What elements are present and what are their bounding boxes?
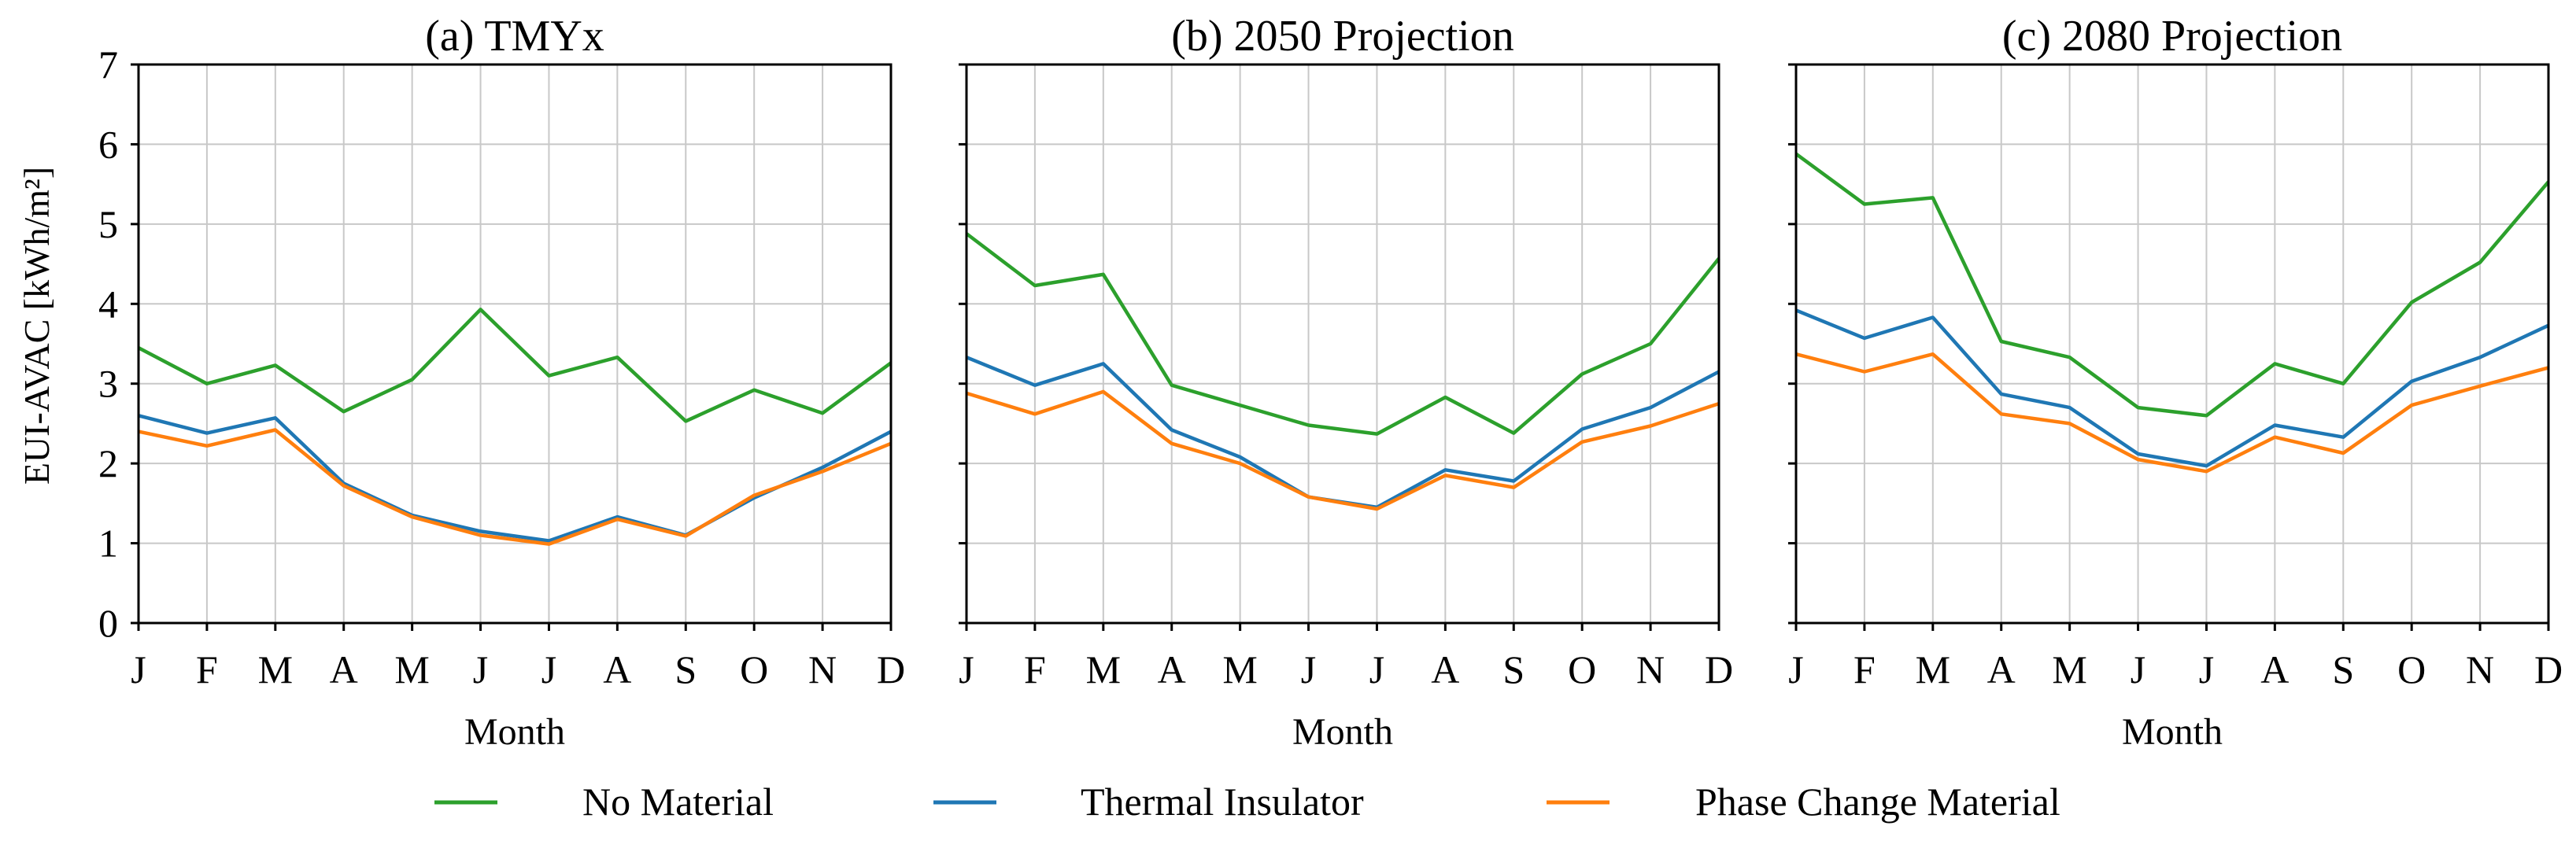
- legend-item-phase-change: Phase Change Material: [1547, 780, 2060, 824]
- series-line-phase-change-material: [1795, 352, 2549, 474]
- y-tick-label: 5: [98, 202, 118, 246]
- x-tick-label: J: [1788, 647, 1803, 691]
- legend-label: No Material: [582, 780, 774, 824]
- plot-frame: [965, 63, 1720, 625]
- x-tick-label: F: [196, 647, 218, 691]
- x-tick-label: D: [1705, 647, 1733, 691]
- x-tick-label: M: [258, 647, 293, 691]
- y-tick-label: 6: [98, 122, 118, 166]
- x-tick-label: O: [740, 647, 768, 691]
- x-tick-label: A: [1431, 647, 1459, 691]
- x-tick-label: A: [1987, 647, 2016, 691]
- x-tick-label: S: [674, 647, 697, 691]
- x-tick-label: M: [2052, 647, 2086, 691]
- series-line-phase-change-material: [966, 389, 1720, 511]
- chart-title: (b) 2050 Projection: [1171, 12, 1513, 61]
- x-tick-label: M: [1222, 647, 1257, 691]
- x-axis-label: Month: [1292, 711, 1393, 753]
- chart-title: (c) 2080 Projection: [2002, 12, 2342, 61]
- legend-item-no-material: No Material: [434, 780, 774, 824]
- x-tick-label: A: [1158, 647, 1186, 691]
- x-tick-label: D: [877, 647, 905, 691]
- x-tick-label: N: [1636, 647, 1665, 691]
- x-tick-label: O: [2397, 647, 2426, 691]
- plot-frame: [137, 63, 893, 625]
- x-tick-label: J: [1369, 647, 1384, 691]
- x-tick-label: M: [1916, 647, 1950, 691]
- legend: No Material Thermal Insulator Phase Change…: [434, 780, 2060, 824]
- grid: [1795, 64, 2549, 624]
- series-line-no-material: [1794, 152, 2550, 418]
- series-line-phase-change-material: [138, 428, 892, 546]
- x-tick-label: S: [1502, 647, 1525, 691]
- x-tick-label: J: [541, 647, 556, 691]
- x-tick-label: N: [2466, 647, 2494, 691]
- y-tick-label: 4: [98, 282, 118, 326]
- chart-title: (a) TMYx: [425, 12, 604, 61]
- x-tick-label: A: [2260, 647, 2289, 691]
- x-tick-label: J: [131, 647, 146, 691]
- y-tick-label: 0: [98, 601, 118, 645]
- x-tick-label: F: [1853, 647, 1876, 691]
- y-tick-label: 2: [98, 441, 118, 485]
- series-line-thermal-insulator: [1795, 308, 2549, 468]
- series-line-no-material: [965, 232, 1720, 436]
- x-tick-label: J: [959, 647, 974, 691]
- x-tick-label: F: [1024, 647, 1046, 691]
- x-tick-label: M: [394, 647, 429, 691]
- grid: [966, 64, 1720, 624]
- x-tick-label: A: [603, 647, 631, 691]
- y-tick-label: 3: [98, 362, 118, 406]
- y-tick-label: 1: [98, 522, 118, 566]
- legend-label: Phase Change Material: [1695, 780, 2060, 824]
- y-axis-label: EUI-AVAC [kWh/m²]: [17, 167, 57, 485]
- x-tick-label: J: [1301, 647, 1316, 691]
- x-axis-label: Month: [464, 711, 565, 753]
- y-tick-label: 7: [98, 42, 118, 87]
- x-tick-label: J: [2131, 647, 2145, 691]
- x-tick-label: A: [330, 647, 358, 691]
- series-line-no-material: [137, 308, 893, 423]
- legend-item-thermal-insulator: Thermal Insulator: [933, 780, 1364, 824]
- x-tick-label: J: [2199, 647, 2214, 691]
- x-tick-label: S: [2332, 647, 2354, 691]
- x-tick-label: O: [1568, 647, 1596, 691]
- x-tick-label: J: [473, 647, 488, 691]
- x-tick-label: D: [2534, 647, 2563, 691]
- x-tick-label: N: [808, 647, 837, 691]
- plot-frame: [1794, 63, 2550, 625]
- series-line-thermal-insulator: [966, 356, 1720, 510]
- x-axis-label: Month: [2122, 711, 2223, 753]
- x-tick-label: M: [1086, 647, 1121, 691]
- legend-label: Thermal Insulator: [1081, 780, 1364, 824]
